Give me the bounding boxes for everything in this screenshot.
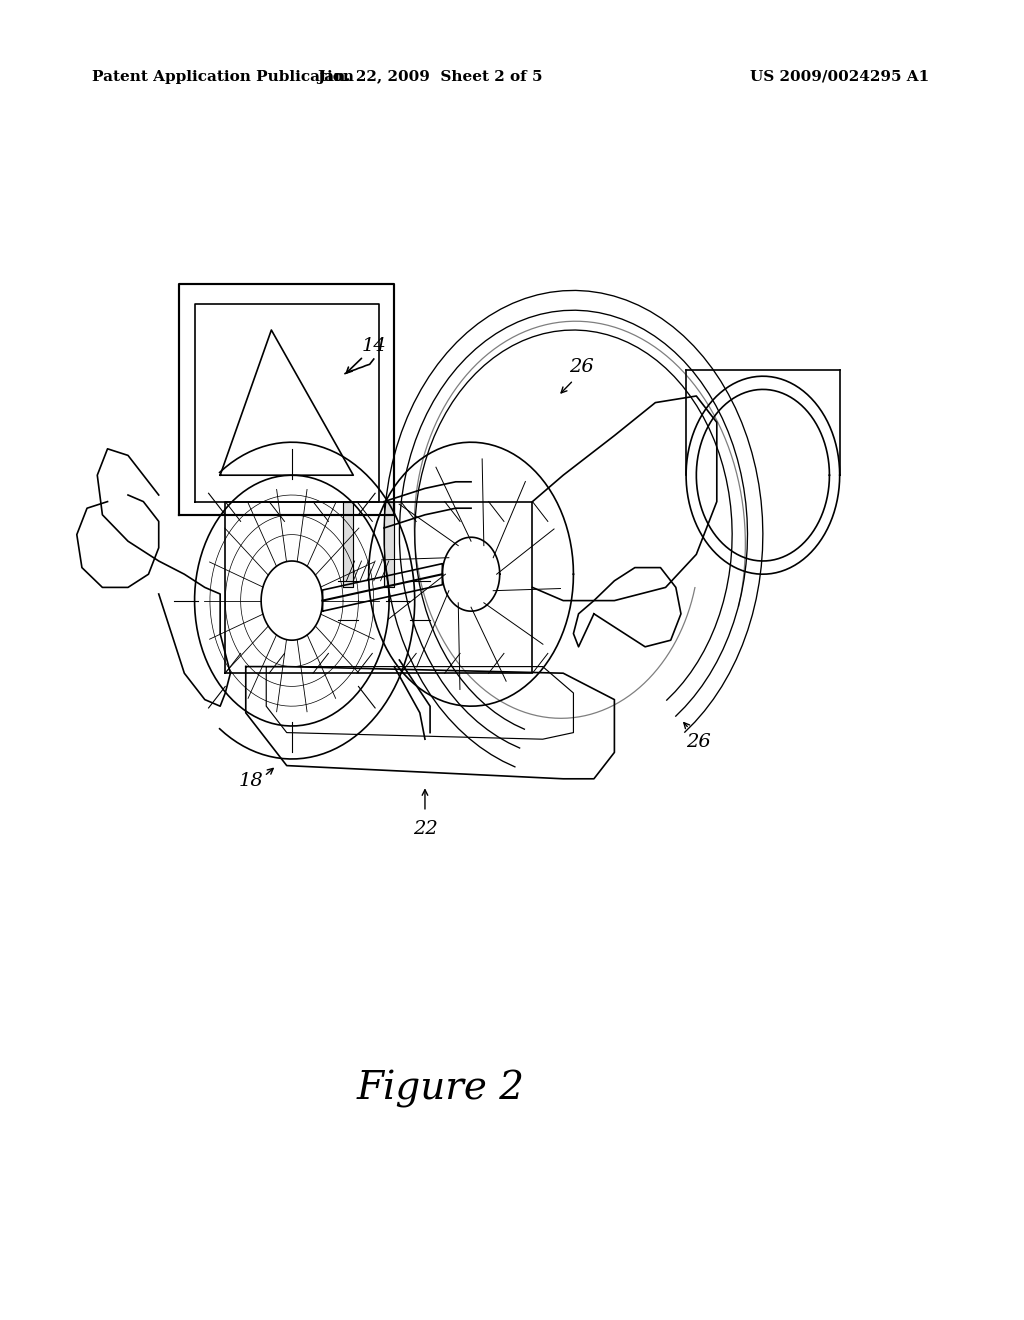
Polygon shape — [384, 502, 394, 587]
Text: US 2009/0024295 A1: US 2009/0024295 A1 — [750, 70, 930, 83]
Text: 22: 22 — [413, 820, 437, 838]
Text: Jan. 22, 2009  Sheet 2 of 5: Jan. 22, 2009 Sheet 2 of 5 — [317, 70, 543, 83]
Polygon shape — [343, 502, 353, 587]
Text: 18: 18 — [239, 772, 263, 791]
Text: 26: 26 — [686, 733, 711, 751]
Text: 26: 26 — [569, 358, 594, 376]
Text: 14: 14 — [361, 337, 386, 355]
Text: Figure 2: Figure 2 — [356, 1071, 524, 1107]
Text: Patent Application Publication: Patent Application Publication — [92, 70, 354, 83]
